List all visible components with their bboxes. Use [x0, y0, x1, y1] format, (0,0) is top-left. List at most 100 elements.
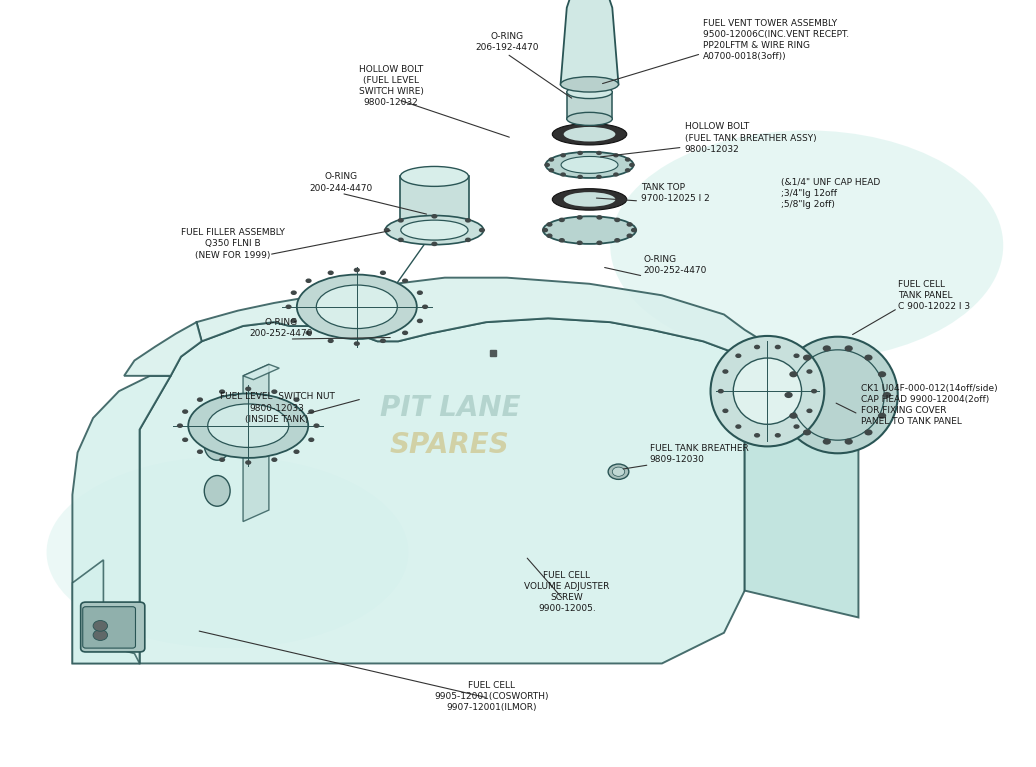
- Ellipse shape: [47, 456, 408, 648]
- Circle shape: [286, 304, 292, 309]
- Circle shape: [754, 433, 760, 438]
- Text: O-RING
200-252-4470: O-RING 200-252-4470: [250, 318, 313, 338]
- Circle shape: [608, 464, 629, 479]
- Circle shape: [383, 228, 390, 232]
- Circle shape: [576, 241, 582, 245]
- Circle shape: [612, 467, 625, 476]
- Circle shape: [271, 457, 278, 462]
- Circle shape: [803, 354, 811, 360]
- Circle shape: [308, 437, 314, 442]
- Circle shape: [597, 215, 603, 219]
- Circle shape: [823, 439, 831, 445]
- Circle shape: [291, 318, 297, 323]
- Circle shape: [293, 449, 299, 454]
- Circle shape: [577, 151, 583, 155]
- Circle shape: [614, 218, 621, 222]
- Text: SPARES: SPARES: [390, 431, 510, 459]
- Circle shape: [629, 163, 635, 167]
- Ellipse shape: [401, 220, 468, 240]
- Ellipse shape: [204, 430, 230, 460]
- Polygon shape: [124, 322, 202, 376]
- Circle shape: [806, 369, 812, 374]
- Circle shape: [597, 241, 603, 245]
- Circle shape: [219, 457, 225, 462]
- Circle shape: [327, 338, 334, 343]
- Circle shape: [631, 228, 637, 232]
- Text: FUEL CELL
TANK PANEL
C 900-12022 I 3: FUEL CELL TANK PANEL C 900-12022 I 3: [898, 280, 970, 311]
- Ellipse shape: [567, 113, 612, 125]
- Ellipse shape: [552, 189, 627, 210]
- Circle shape: [416, 291, 423, 295]
- Circle shape: [422, 304, 428, 309]
- Circle shape: [794, 424, 800, 429]
- Circle shape: [877, 371, 886, 377]
- Circle shape: [327, 271, 334, 275]
- Circle shape: [402, 278, 408, 283]
- Circle shape: [789, 413, 798, 419]
- Circle shape: [864, 430, 872, 436]
- Circle shape: [560, 153, 566, 157]
- Circle shape: [219, 390, 225, 394]
- Ellipse shape: [711, 336, 825, 446]
- Circle shape: [306, 278, 312, 283]
- Circle shape: [544, 163, 550, 167]
- Ellipse shape: [189, 393, 309, 458]
- Circle shape: [548, 168, 554, 173]
- Text: HOLLOW BOLT
(FUEL LEVEL
SWITCH WIRE)
9800-12032: HOLLOW BOLT (FUEL LEVEL SWITCH WIRE) 980…: [358, 64, 424, 107]
- Circle shape: [416, 318, 423, 323]
- Ellipse shape: [733, 358, 802, 424]
- Circle shape: [465, 218, 471, 222]
- Text: (&1/4" UNF CAP HEAD
;3/4"lg 12off
;5/8"lg 2off): (&1/4" UNF CAP HEAD ;3/4"lg 12off ;5/8"l…: [781, 178, 881, 209]
- Text: FUEL LEVEL  SWITCH NUT
9800-12033
(INSIDE TANK): FUEL LEVEL SWITCH NUT 9800-12033 (INSIDE…: [220, 393, 335, 423]
- Circle shape: [548, 157, 554, 162]
- Circle shape: [577, 175, 583, 179]
- Circle shape: [558, 238, 565, 242]
- Ellipse shape: [208, 404, 289, 447]
- Circle shape: [431, 242, 437, 246]
- Circle shape: [93, 630, 108, 640]
- Circle shape: [784, 392, 793, 398]
- Circle shape: [754, 344, 760, 349]
- Circle shape: [625, 168, 631, 173]
- Circle shape: [246, 460, 252, 465]
- FancyBboxPatch shape: [83, 607, 136, 648]
- Text: FUEL TANK BREATHER
9809-12030: FUEL TANK BREATHER 9809-12030: [650, 444, 748, 464]
- Ellipse shape: [204, 476, 230, 506]
- Circle shape: [306, 331, 312, 335]
- Circle shape: [353, 268, 359, 272]
- Text: O-RING
200-252-4470: O-RING 200-252-4470: [643, 255, 707, 275]
- FancyBboxPatch shape: [81, 602, 145, 652]
- Ellipse shape: [560, 77, 618, 92]
- Circle shape: [93, 621, 108, 631]
- Text: FUEL FILLER ASSEMBLY
Q350 FLNI B
(NEW FOR 1999): FUEL FILLER ASSEMBLY Q350 FLNI B (NEW FO…: [180, 229, 285, 259]
- Polygon shape: [73, 376, 171, 663]
- Circle shape: [811, 389, 817, 393]
- Circle shape: [794, 354, 800, 358]
- Ellipse shape: [564, 192, 615, 207]
- Circle shape: [182, 410, 189, 414]
- Circle shape: [883, 392, 891, 398]
- Ellipse shape: [546, 152, 633, 178]
- Circle shape: [431, 214, 437, 219]
- Ellipse shape: [543, 216, 636, 244]
- Circle shape: [806, 409, 812, 413]
- Text: CK1 U04F-000-012(14off/side)
CAP HEAD 9900-12004(2off)
FOR FIXING COVER
PANEL TO: CK1 U04F-000-012(14off/side) CAP HEAD 99…: [861, 384, 997, 426]
- Text: HOLLOW BOLT
(FUEL TANK BREATHER ASSY)
9800-12032: HOLLOW BOLT (FUEL TANK BREATHER ASSY) 98…: [685, 123, 816, 153]
- Text: O-RING
200-244-4470: O-RING 200-244-4470: [310, 173, 373, 193]
- Polygon shape: [745, 349, 859, 617]
- Polygon shape: [560, 0, 618, 84]
- Polygon shape: [243, 364, 269, 522]
- Circle shape: [627, 233, 633, 238]
- Circle shape: [722, 409, 728, 413]
- Circle shape: [877, 413, 886, 419]
- Polygon shape: [140, 318, 745, 663]
- Polygon shape: [243, 364, 280, 380]
- Polygon shape: [197, 278, 776, 357]
- Ellipse shape: [610, 130, 1003, 360]
- Circle shape: [542, 228, 548, 232]
- Ellipse shape: [316, 285, 398, 328]
- Circle shape: [546, 233, 552, 238]
- Circle shape: [398, 238, 404, 242]
- Circle shape: [465, 238, 471, 242]
- Circle shape: [353, 341, 359, 346]
